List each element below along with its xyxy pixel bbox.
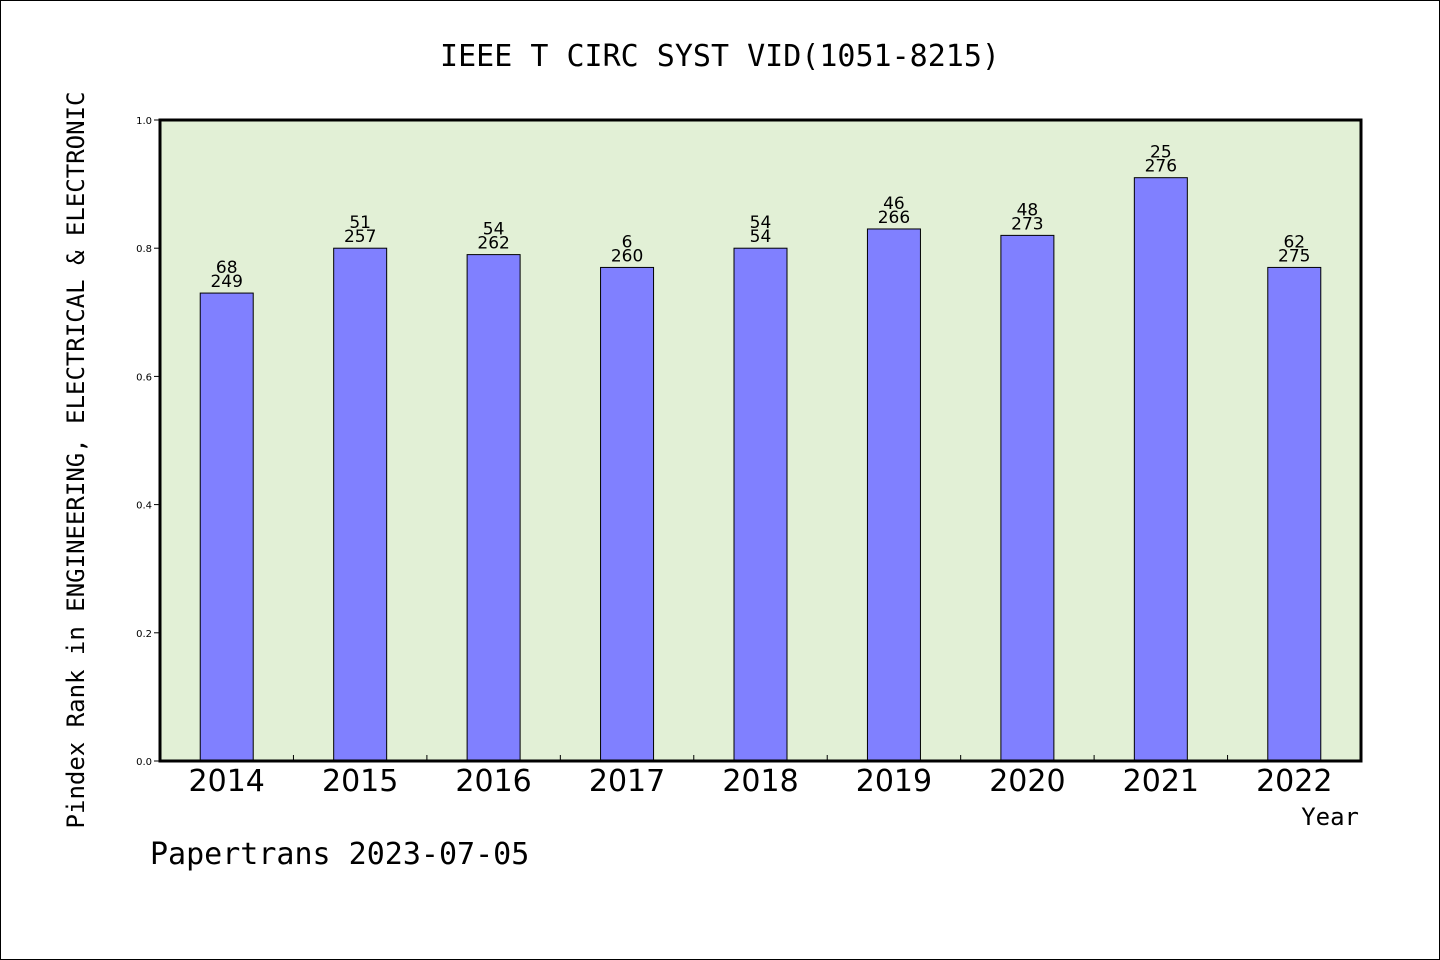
bar-2018 (733, 247, 788, 762)
x-tick-label-2018: 2018 (722, 764, 798, 799)
bar-2019 (866, 228, 921, 762)
rank-label-2019: 46 (883, 194, 905, 214)
bar-2020 (1000, 234, 1055, 762)
total-label-2016: 262 (477, 234, 509, 254)
chart-title: IEEE T CIRC SYST VID(1051-8215) (440, 39, 1000, 74)
total-label-2020: 273 (1011, 214, 1043, 234)
bar-2022 (1267, 266, 1322, 762)
rank-label-2015: 51 (349, 213, 371, 233)
x-tick-label-2014: 2014 (189, 764, 265, 799)
rank-label-2014: 68 (216, 258, 238, 278)
y-tick-label: 0.0 (136, 757, 152, 768)
y-tick-label: 0.6 (136, 372, 152, 383)
x-tick-label-2019: 2019 (856, 764, 932, 799)
x-tick-label-2022: 2022 (1256, 764, 1332, 799)
rank-label-2022: 62 (1283, 232, 1305, 252)
bar-2021 (1133, 177, 1188, 762)
total-label-2014: 249 (210, 272, 242, 292)
y-ticks-layer: 0.0 0.2 0.4 0.6 0.8 1.0 (136, 116, 160, 768)
total-label-2018: 54 (750, 227, 772, 247)
x-tick-label-2015: 2015 (322, 764, 398, 799)
y-tick-label: 0.2 (136, 629, 152, 640)
footer-text: Papertrans 2023-07-05 (150, 837, 529, 872)
x-ticks-layer: 2014 2015 2016 2017 2018 2019 2020 2021 2022 (189, 755, 1332, 799)
bars-layer (199, 177, 1322, 762)
rank-label-2021: 25 (1150, 143, 1172, 163)
total-label-2015: 257 (344, 227, 376, 247)
rank-label-2018: 54 (750, 213, 772, 233)
y-tick-label: 0.4 (136, 501, 152, 512)
rank-label-2017: 6 (622, 232, 633, 252)
total-label-2017: 260 (611, 246, 643, 266)
bar-2014 (199, 292, 254, 762)
y-tick-label: 0.8 (136, 244, 152, 255)
x-tick-label-2020: 2020 (989, 764, 1065, 799)
plot-border (158, 118, 1363, 763)
bar-2016 (466, 254, 521, 762)
total-label-2019: 266 (878, 208, 910, 228)
y-tick-label: 1.0 (136, 116, 152, 127)
total-label-2021: 276 (1145, 157, 1177, 177)
x-tick-label-2016: 2016 (455, 764, 531, 799)
rank-label-2020: 48 (1017, 200, 1039, 220)
bar-2017 (600, 266, 655, 762)
x-tick-label-2021: 2021 (1123, 764, 1199, 799)
y-axis-label: Pindex Rank in ENGINEERING, ELECTRICAL &… (62, 92, 90, 829)
rank-label-2016: 54 (483, 220, 505, 240)
x-axis-label: Year (1301, 803, 1359, 831)
x-tick-label-2017: 2017 (589, 764, 665, 799)
total-label-2022: 275 (1278, 246, 1310, 266)
bar-2015 (333, 247, 388, 762)
